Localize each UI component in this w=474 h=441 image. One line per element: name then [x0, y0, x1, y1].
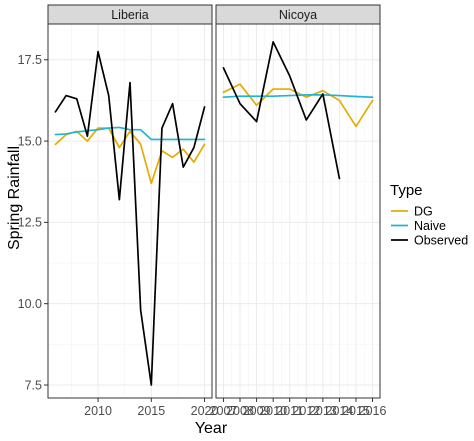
- y-axis-title: Spring Rainfall: [6, 146, 23, 250]
- series-group: [222, 41, 374, 180]
- facet-strip-label: Nicoya: [279, 8, 317, 22]
- series-line-naive: [222, 94, 374, 99]
- y-tick-label: 7.5: [25, 378, 42, 392]
- panel-liberia: Liberia 2010 2015 2020: [47, 4, 219, 418]
- legend-label-naive: Naive: [414, 219, 446, 233]
- legend-label-dg: DG: [414, 204, 433, 218]
- legend-title: Type: [390, 182, 423, 199]
- x-tick-label: 2011: [276, 404, 303, 418]
- x-tick-label: 2010: [259, 404, 287, 418]
- x-tick-label: 2013: [309, 404, 337, 418]
- series-line-dg: [54, 127, 206, 185]
- panel-border: [47, 23, 213, 399]
- legend-label-observed: Observed: [414, 233, 468, 247]
- y-axis: 7.5 10.0 12.5 15.0 17.5: [18, 53, 48, 392]
- x-tick-label: 2014: [326, 404, 354, 418]
- facet-strip-label: Liberia: [111, 8, 149, 22]
- series-line-dg: [222, 83, 374, 128]
- x-tick-label: 2015: [342, 404, 370, 418]
- x-tick-label: 2007: [210, 404, 238, 418]
- x-tick-label: 2012: [292, 404, 320, 418]
- series-line-observed: [54, 50, 206, 386]
- x-tick-label: 2015: [137, 404, 165, 418]
- x-axis-title: Year: [195, 420, 228, 437]
- series-line-observed: [222, 41, 341, 180]
- x-tick-label: 2020: [191, 404, 219, 418]
- series-line-naive: [54, 126, 206, 141]
- x-tick-label: 2008: [226, 404, 254, 418]
- y-tick-label: 10.0: [18, 297, 42, 311]
- y-tick-label: 17.5: [18, 53, 42, 67]
- x-tick-label: 2009: [243, 404, 271, 418]
- x-tick-label: 2010: [84, 404, 112, 418]
- x-tick-label: 2016: [359, 404, 387, 418]
- panel-nicoya: Nicoya2007200820092010201120122013201420…: [210, 4, 387, 418]
- series-group: [54, 50, 206, 386]
- y-tick-label: 12.5: [18, 216, 42, 230]
- panel-border: [215, 23, 381, 399]
- y-tick-label: 15.0: [18, 134, 42, 148]
